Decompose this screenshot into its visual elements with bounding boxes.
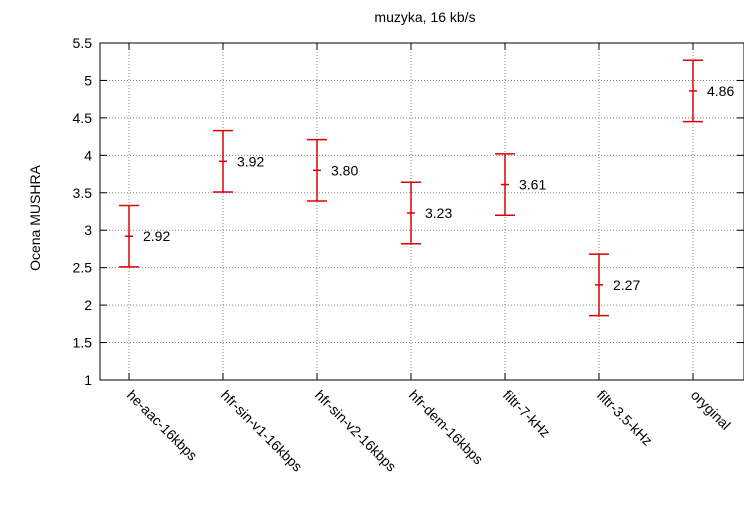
error-bar: 2.27 <box>589 253 640 317</box>
data-label: 3.92 <box>237 153 264 169</box>
y-tick-label: 4.5 <box>73 110 93 126</box>
data-label: 3.23 <box>425 205 452 221</box>
y-tick-label: 2.5 <box>73 260 93 276</box>
x-tick-label: hfr-sin-v1-16kbps <box>218 387 306 475</box>
error-bar: 2.92 <box>119 204 170 268</box>
y-tick-label: 2 <box>84 297 92 313</box>
y-tick-label: 3 <box>84 222 92 238</box>
y-tick-label: 4 <box>84 147 92 163</box>
data-label: 2.27 <box>613 277 640 293</box>
data-label: 4.86 <box>707 83 734 99</box>
y-axis-label: Ocena MUSHRA <box>27 164 43 270</box>
error-bar: 4.86 <box>683 59 734 123</box>
y-axis-ticks: 1 1.5 2 2.5 3 3.5 4 4.5 5 5.5 <box>73 35 744 388</box>
y-tick-label: 5 <box>84 72 92 88</box>
x-tick-label: he-aac-16kbps <box>124 387 201 464</box>
x-tick-label: hfr-sin-v2-16kbps <box>312 387 400 475</box>
x-tick-label: oryginal <box>688 387 734 433</box>
x-tick-label: hfr-dem-16kbps <box>406 387 487 468</box>
y-tick-label: 5.5 <box>73 35 93 51</box>
error-bar: 3.23 <box>401 181 452 245</box>
grid-lines <box>100 42 744 381</box>
y-tick-label: 1 <box>84 372 92 388</box>
x-tick-label: filtr-3.5-kHz <box>594 387 656 449</box>
error-bar: 3.92 <box>213 129 264 193</box>
data-label: 2.92 <box>143 228 170 244</box>
data-marks: 2.92 3.92 3.80 3.23 3.61 2.27 4.86 <box>119 59 734 317</box>
x-tick-label: filtr-7-kHz <box>500 387 554 441</box>
chart-title: muzyka, 16 kb/s <box>374 9 475 25</box>
plot-frame <box>99 42 744 381</box>
data-label: 3.80 <box>331 162 358 178</box>
error-bar: 3.80 <box>307 138 358 202</box>
y-tick-label: 1.5 <box>73 335 93 351</box>
x-axis-ticks: he-aac-16kbps hfr-sin-v1-16kbps hfr-sin-v2… <box>124 43 734 475</box>
y-tick-label: 3.5 <box>73 185 93 201</box>
error-bar: 3.61 <box>495 153 546 216</box>
data-label: 3.61 <box>519 177 546 193</box>
